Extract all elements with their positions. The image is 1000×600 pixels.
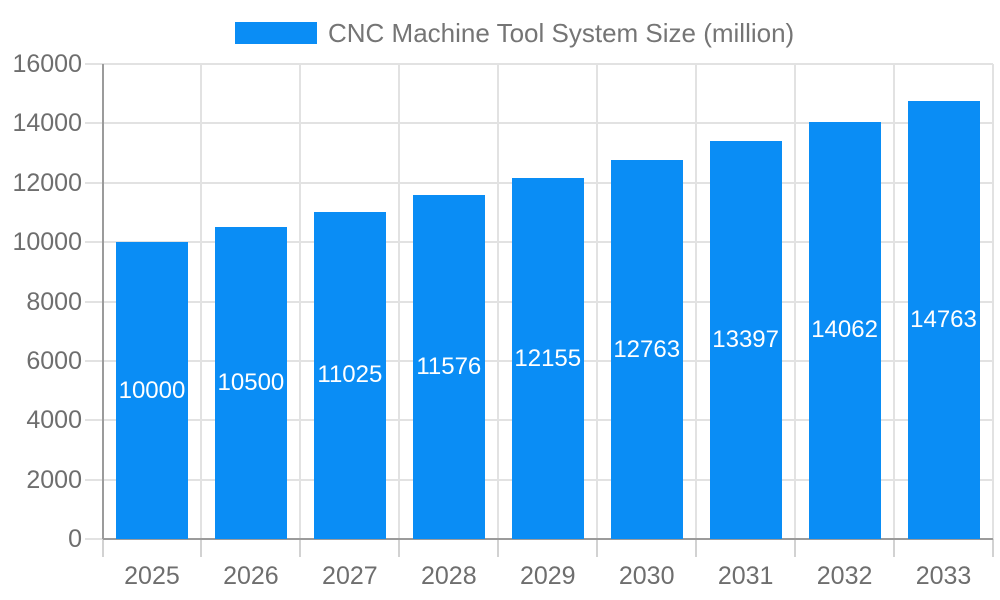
bar-value-label: 11576	[416, 353, 482, 381]
x-axis-tick	[893, 539, 896, 557]
bar-value-label: 12763	[613, 335, 681, 363]
bar-2033[interactable]: 14763	[907, 100, 980, 539]
x-axis-category-label: 2030	[618, 562, 675, 590]
y-axis-tick-label: 10000	[12, 228, 82, 257]
x-gridline	[992, 64, 994, 539]
x-gridline	[299, 64, 302, 539]
x-gridline	[794, 64, 797, 539]
x-axis-category-label: 2027	[322, 562, 378, 590]
y-axis-line	[101, 64, 104, 539]
x-axis-category-label: 2032	[816, 562, 873, 590]
x-axis-category-label: 2025	[124, 562, 180, 590]
bar-2030[interactable]: 12763	[610, 160, 683, 539]
bar-2025[interactable]: 10000	[115, 242, 188, 539]
x-axis-tick	[200, 539, 203, 557]
y-axis-tick-label: 2000	[26, 465, 82, 494]
legend-swatch	[235, 22, 317, 44]
x-axis-category-label: 2033	[915, 562, 972, 590]
bar-value-label: 14763	[910, 305, 977, 333]
x-axis-tick	[596, 539, 599, 557]
bar-value-label: 10500	[217, 369, 285, 397]
legend-label: CNC Machine Tool System Size (million)	[328, 17, 795, 48]
bar-2026[interactable]: 10500	[214, 227, 287, 539]
bar-2028[interactable]: 11576	[412, 195, 485, 539]
bar-2029[interactable]: 12155	[511, 178, 584, 539]
y-axis-tick-label: 0	[68, 525, 82, 553]
y-gridline	[84, 63, 993, 65]
x-gridline	[596, 64, 599, 539]
y-axis-tick-label: 14000	[12, 109, 82, 138]
legend[interactable]: CNC Machine Tool System Size (million)	[235, 18, 794, 48]
x-axis-category-label: 2028	[420, 562, 477, 590]
x-axis-tick	[299, 539, 302, 557]
y-axis-tick-label: 8000	[26, 287, 82, 316]
x-axis-tick	[398, 539, 401, 557]
x-axis-category-label: 2029	[519, 562, 576, 590]
x-axis-tick	[101, 539, 104, 557]
bar-value-label: 11025	[317, 361, 383, 389]
x-axis-tick	[992, 539, 994, 557]
y-axis-tick-label: 6000	[26, 346, 82, 375]
bar-value-label: 13397	[712, 326, 779, 354]
x-axis-tick	[695, 539, 698, 557]
x-gridline	[695, 64, 698, 539]
x-axis-category-label: 2026	[223, 562, 279, 590]
bar-value-label: 10000	[118, 376, 186, 404]
y-axis-tick-label: 12000	[12, 168, 82, 197]
y-gridline	[84, 122, 993, 125]
y-axis-tick-label: 4000	[26, 406, 82, 435]
bar-value-label: 12155	[514, 344, 582, 372]
x-gridline	[398, 64, 401, 539]
bar-2032[interactable]: 14062	[808, 121, 881, 539]
bar-2031[interactable]: 13397	[709, 141, 782, 539]
x-axis-category-label: 2031	[717, 562, 774, 590]
y-axis-tick-label: 16000	[12, 50, 82, 78]
x-axis-line	[102, 538, 993, 540]
x-gridline	[497, 64, 500, 539]
x-gridline	[200, 64, 203, 539]
bar-2027[interactable]: 11025	[313, 211, 386, 539]
x-axis-tick	[794, 539, 797, 557]
x-gridline	[893, 64, 896, 539]
x-axis-tick	[497, 539, 500, 557]
bar-value-label: 14062	[811, 316, 878, 344]
